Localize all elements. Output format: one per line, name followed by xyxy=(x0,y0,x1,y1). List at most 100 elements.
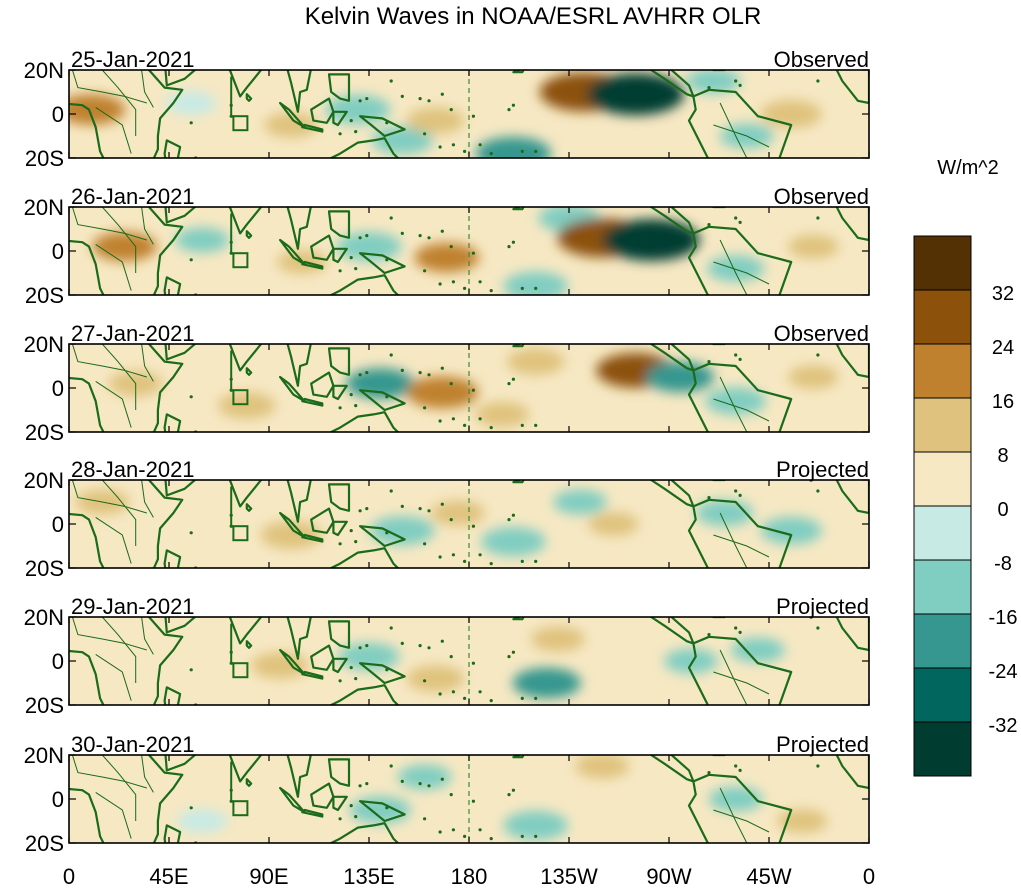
island-dot xyxy=(478,690,482,694)
island-dot xyxy=(438,555,442,559)
island-dot xyxy=(489,152,493,156)
anomaly-blob xyxy=(264,112,319,138)
coastline xyxy=(245,778,253,787)
coastline xyxy=(328,822,400,843)
coastline xyxy=(286,617,312,660)
lat-label: 0 xyxy=(52,102,64,127)
anomaly-blob xyxy=(530,626,585,652)
anomaly-blob xyxy=(705,387,767,416)
colorbar-box xyxy=(913,451,972,507)
coastline xyxy=(286,755,312,798)
island-dot xyxy=(478,143,482,147)
country-border xyxy=(95,653,132,701)
country-border xyxy=(719,787,748,843)
island-dot xyxy=(707,223,711,227)
island-dot xyxy=(507,655,511,659)
island-dot xyxy=(365,507,369,511)
island-dot xyxy=(338,542,342,546)
island-dot xyxy=(418,507,422,511)
anomaly-blob xyxy=(664,648,719,674)
island-dot xyxy=(534,286,538,290)
island-dot xyxy=(520,696,524,701)
coastline xyxy=(618,606,627,610)
island-dot xyxy=(534,559,538,564)
lat-label: 0 xyxy=(52,512,64,537)
country-border xyxy=(95,791,132,839)
region-box xyxy=(232,252,249,269)
coastline xyxy=(301,670,324,680)
country-border xyxy=(141,70,154,108)
coastline xyxy=(310,97,335,124)
island-dot xyxy=(427,99,431,103)
island-dot xyxy=(471,251,475,255)
coastline xyxy=(359,252,406,275)
colorbar-boxes xyxy=(913,235,972,777)
island-dot xyxy=(816,353,820,357)
panel: 20N 0 20S 27-Jan-2021 Observed xyxy=(24,321,870,445)
island-dot xyxy=(358,99,362,103)
island-dot xyxy=(520,559,524,564)
coastline xyxy=(687,498,793,568)
island-dot xyxy=(707,496,711,500)
coastline xyxy=(512,617,525,621)
coastline xyxy=(310,371,335,398)
island-dot xyxy=(707,86,711,90)
lon-tick-label: 45E xyxy=(149,864,188,888)
island-dot xyxy=(358,373,362,377)
panel-date: 30-Jan-2021 xyxy=(71,732,195,757)
country-border xyxy=(71,617,147,651)
coastline xyxy=(327,620,351,649)
coastline xyxy=(359,662,406,685)
coastline xyxy=(163,413,182,432)
anomaly-blob xyxy=(338,642,400,671)
coastline xyxy=(228,207,263,235)
country-border xyxy=(95,516,132,564)
coastline xyxy=(164,480,197,497)
island-dot xyxy=(507,245,511,249)
coastline xyxy=(163,549,182,568)
panel-status: Projected xyxy=(776,457,869,482)
island-dot xyxy=(734,626,738,630)
island-dot xyxy=(451,828,455,832)
colorbar-tick-label: 24 xyxy=(992,337,1014,359)
anomaly-blob xyxy=(260,521,322,549)
coastline xyxy=(164,70,197,87)
coastline xyxy=(228,344,263,372)
coastline xyxy=(618,59,627,63)
island-dot xyxy=(338,679,342,683)
country-border xyxy=(141,755,154,793)
island-dot xyxy=(463,423,467,427)
island-dot xyxy=(451,690,455,694)
coastline xyxy=(328,274,400,295)
coastline xyxy=(301,808,324,818)
country-border xyxy=(713,671,770,695)
island-dot xyxy=(511,650,515,654)
coastline xyxy=(301,123,324,133)
lon-tick-label: 0 xyxy=(863,864,875,888)
country-border xyxy=(71,344,147,378)
coastline xyxy=(245,503,253,512)
island-dot xyxy=(423,542,427,546)
panel: 20N 0 20S 30-Jan-2021 Projected xyxy=(24,732,870,856)
coastline xyxy=(512,344,525,348)
island-dot xyxy=(400,368,404,372)
island-dot xyxy=(489,699,493,703)
island-dot xyxy=(440,777,444,781)
island-dot xyxy=(707,771,711,775)
coastline xyxy=(835,480,869,515)
lon-tick-label: 135W xyxy=(540,864,598,888)
island-dot xyxy=(738,220,742,224)
island-dot xyxy=(507,382,511,386)
island-dot xyxy=(349,393,353,397)
island-dot xyxy=(451,553,455,557)
island-dot xyxy=(489,562,493,566)
island-dot xyxy=(511,788,515,792)
island-dot xyxy=(707,360,711,364)
colorbar-box xyxy=(913,397,972,453)
coastline xyxy=(69,207,184,295)
coastline xyxy=(228,480,263,508)
country-border xyxy=(141,617,154,655)
coastline xyxy=(163,139,182,158)
island-dot xyxy=(389,216,393,220)
coastline xyxy=(328,547,400,568)
